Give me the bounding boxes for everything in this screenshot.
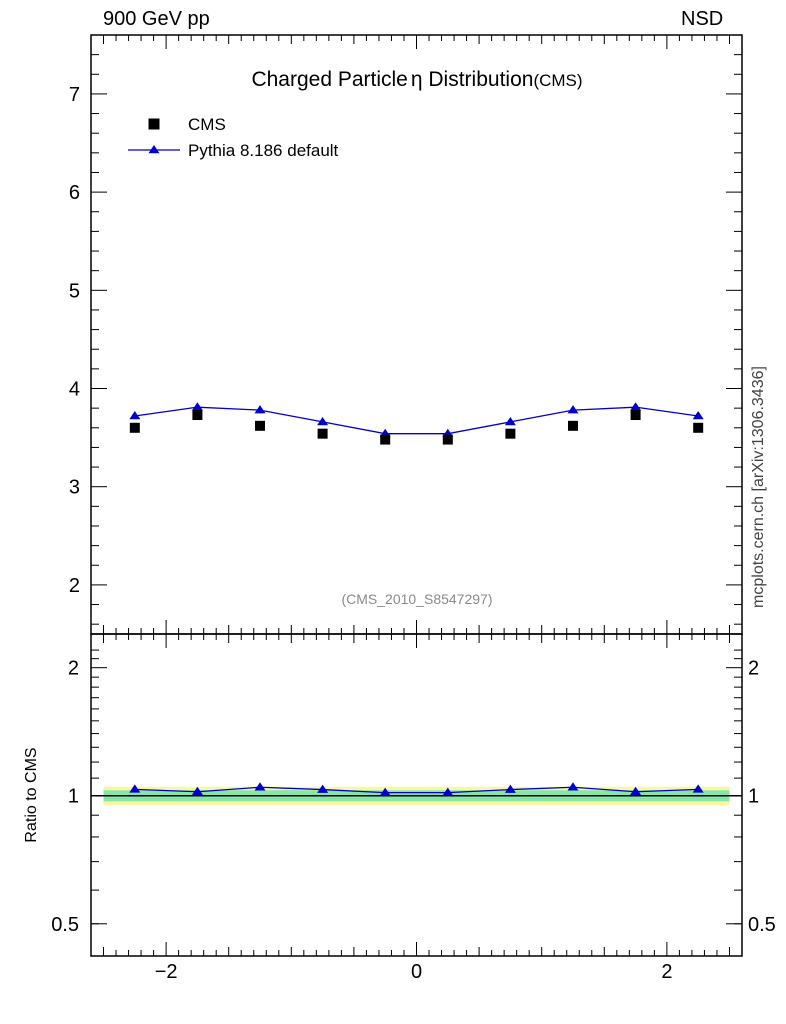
ratio-ylabel: Ratio to CMS: [23, 747, 40, 842]
ratio-pythia-point: [254, 782, 266, 791]
ratio-pythia-line: [134, 786, 699, 794]
cms-point: [192, 410, 203, 421]
pythia-point: [317, 416, 329, 426]
pythia-point: [567, 405, 579, 414]
pythia-point: [254, 405, 266, 414]
cms-point: [693, 422, 704, 433]
xtick-label: 0: [411, 961, 422, 983]
ratio-ytick-label-right: 1: [748, 786, 759, 808]
ratio-pythia-point: [129, 784, 141, 793]
ratio-pythia-point: [504, 784, 516, 793]
header-right-label: NSD: [681, 8, 724, 30]
ratio-pythia-point: [379, 787, 391, 796]
ratio-pythia-point: [317, 784, 329, 793]
xtick-label: −2: [155, 961, 178, 983]
pythia-point: [504, 416, 516, 426]
cms-point: [505, 428, 516, 439]
ratio-pythia-point: [567, 782, 579, 791]
legend-cms-label: CMS: [188, 115, 226, 134]
ratio-pythia-point: [442, 787, 454, 796]
pythia-point: [630, 402, 642, 411]
ratio-pythia-point: [191, 786, 203, 796]
ratio-ytick-label-right: 2: [748, 658, 759, 680]
legend-cms-marker: [148, 118, 160, 130]
cms-point: [380, 434, 391, 445]
main-ytick-label: 7: [69, 84, 80, 106]
main-ytick-label: 3: [69, 477, 80, 499]
pythia-point: [191, 402, 203, 411]
main-ytick-label: 2: [69, 575, 80, 597]
main-ytick-label: 5: [69, 280, 80, 302]
legend-pythia-label: Pythia 8.186 default: [188, 141, 339, 160]
pythia-point: [129, 411, 141, 420]
chart-title: Charged Particle η Distribution(CMS): [251, 68, 582, 91]
cms-point: [129, 422, 140, 433]
cms-point: [255, 420, 266, 431]
ratio-ytick-label-left: 0.5: [51, 914, 79, 936]
analysis-id-label: (CMS_2010_S8547297): [342, 591, 493, 607]
xtick-label: 2: [661, 961, 672, 983]
cms-point: [630, 410, 641, 421]
main-ytick-label: 4: [69, 379, 80, 401]
header-left-label: 900 GeV pp: [103, 8, 210, 30]
ratio-ytick-label-left: 1: [68, 786, 79, 808]
pythia-point: [692, 411, 704, 420]
cms-point: [567, 420, 578, 431]
legend-pythia-marker: [148, 145, 160, 154]
main-ytick-label: 6: [69, 182, 80, 204]
ratio-pythia-point: [692, 784, 704, 793]
cms-point: [317, 428, 328, 439]
side-label: mcplots.cern.ch [arXiv:1306.3436]: [750, 366, 767, 608]
cms-point: [442, 434, 453, 445]
ratio-ytick-label-right: 0.5: [748, 914, 776, 936]
pythia-line: [134, 406, 699, 435]
ratio-pythia-point: [630, 786, 642, 796]
ratio-ytick-label-left: 2: [68, 658, 79, 680]
